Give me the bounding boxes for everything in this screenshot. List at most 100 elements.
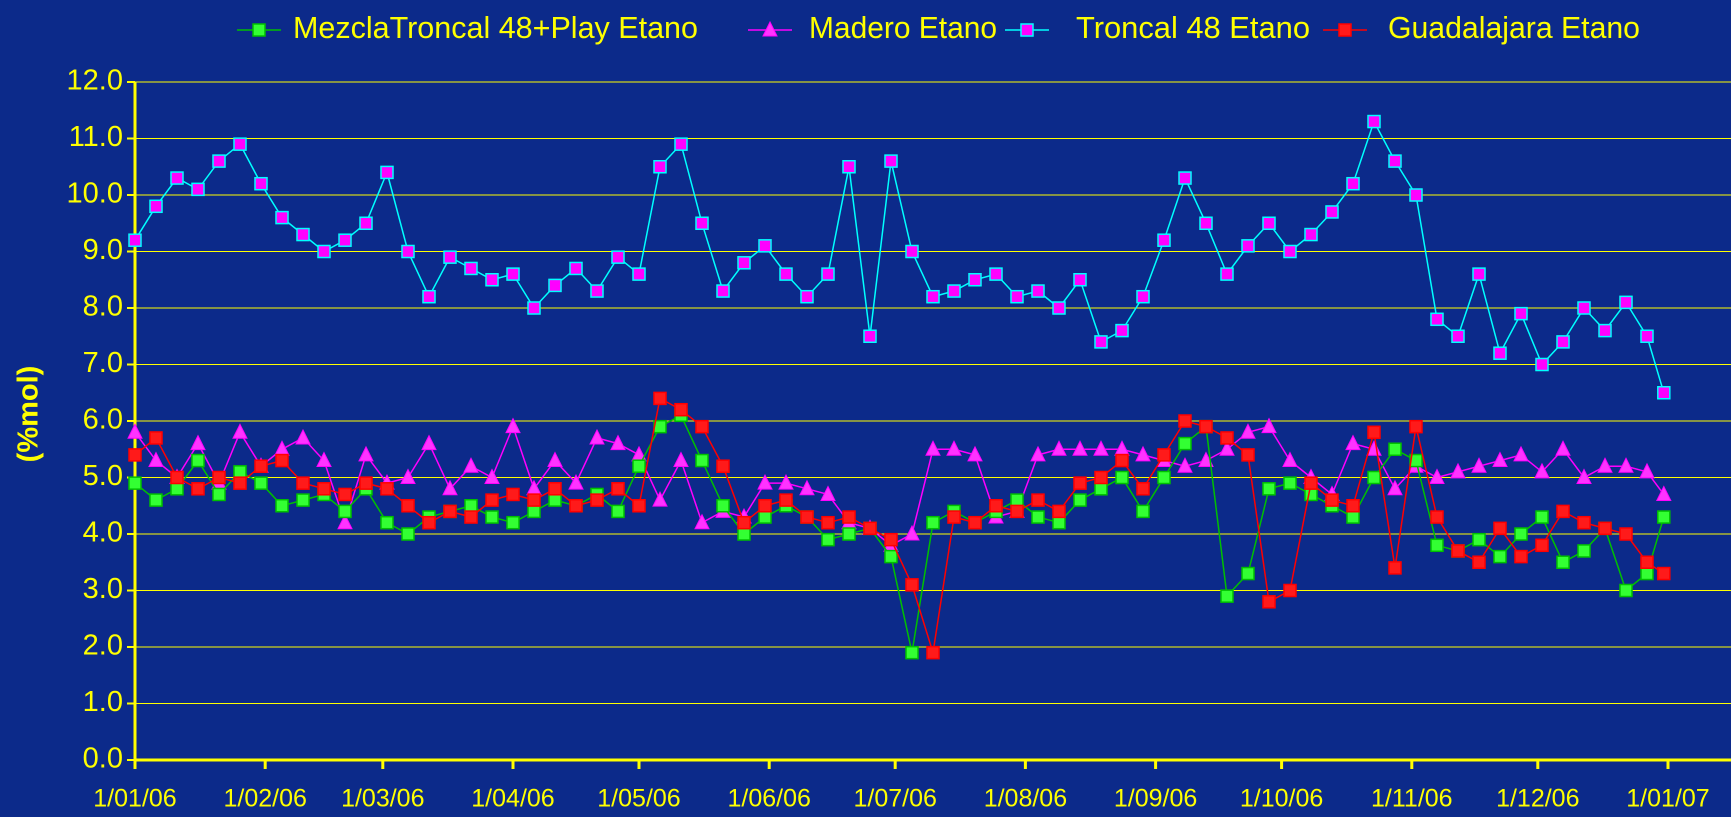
marker <box>947 510 961 524</box>
marker <box>1655 485 1672 501</box>
marker <box>485 510 499 524</box>
legend-label: Guadalajara Etano <box>1388 10 1640 45</box>
marker <box>946 440 962 456</box>
marker <box>569 261 583 276</box>
marker <box>317 482 331 496</box>
marker <box>1115 470 1129 485</box>
marker <box>275 210 289 225</box>
marker <box>673 451 689 468</box>
marker <box>1346 510 1360 524</box>
marker <box>1388 154 1402 168</box>
marker <box>1073 476 1087 490</box>
marker <box>716 284 730 298</box>
marker <box>296 493 310 507</box>
marker <box>1220 431 1234 445</box>
marker <box>925 440 941 456</box>
marker <box>1304 487 1318 502</box>
marker <box>170 482 184 496</box>
marker <box>842 510 856 524</box>
x-tick-label: 1/07/06 <box>853 785 936 813</box>
marker <box>1598 521 1612 536</box>
marker <box>128 233 142 247</box>
marker <box>1619 583 1633 598</box>
marker <box>842 160 856 174</box>
marker <box>1598 323 1612 338</box>
marker <box>1136 504 1150 519</box>
marker <box>1220 589 1234 603</box>
marker <box>233 137 247 151</box>
marker <box>170 470 184 485</box>
marker <box>632 459 646 473</box>
marker <box>904 524 920 541</box>
marker <box>380 482 394 496</box>
marker <box>1178 414 1192 428</box>
marker <box>1199 216 1213 230</box>
marker <box>590 284 604 298</box>
marker <box>316 451 332 468</box>
marker <box>695 453 709 468</box>
marker <box>1640 555 1654 569</box>
marker <box>968 273 982 287</box>
marker <box>1283 476 1297 490</box>
marker <box>1094 470 1108 485</box>
x-tick-label: 1/05/06 <box>597 785 680 813</box>
marker <box>884 549 898 564</box>
marker <box>1177 457 1193 473</box>
marker <box>737 527 751 541</box>
marker <box>1325 205 1339 219</box>
marker <box>1409 419 1423 434</box>
marker <box>1135 445 1151 462</box>
x-tick-label: 1/01/07 <box>1626 785 1709 813</box>
marker <box>233 465 247 479</box>
marker <box>190 434 206 451</box>
marker <box>821 267 835 281</box>
marker <box>1430 312 1444 327</box>
marker <box>1072 440 1088 456</box>
marker <box>1178 171 1192 185</box>
marker <box>779 493 793 507</box>
y-tick-label: 5.0 <box>83 460 123 492</box>
marker <box>442 479 458 496</box>
marker <box>1472 532 1486 547</box>
marker <box>905 578 919 592</box>
marker <box>1240 423 1256 439</box>
legend-label: MezclaTroncal 48+Play Etano <box>293 10 698 45</box>
marker <box>989 267 1003 281</box>
marker <box>148 451 164 468</box>
series <box>128 114 1671 400</box>
legend-marker <box>252 23 266 37</box>
marker <box>464 510 478 524</box>
marker <box>1597 457 1613 473</box>
marker <box>1304 227 1318 242</box>
x-tick-label: 1/04/06 <box>471 785 554 813</box>
y-tick-label: 6.0 <box>83 404 123 436</box>
marker <box>820 485 836 501</box>
marker <box>400 468 416 484</box>
marker <box>1492 451 1508 468</box>
marker <box>1513 445 1529 462</box>
marker <box>401 499 415 513</box>
legend-label: Madero Etano <box>809 10 997 45</box>
marker <box>611 250 625 264</box>
marker <box>1304 476 1318 490</box>
y-axis-label: (%mol) <box>13 366 45 463</box>
x-tick-label: 1/01/06 <box>93 785 176 813</box>
marker <box>1282 451 1298 468</box>
marker <box>989 499 1003 513</box>
marker <box>1657 566 1671 581</box>
marker <box>548 482 562 496</box>
legend-marker <box>762 20 778 37</box>
marker <box>1157 448 1171 462</box>
marker <box>695 216 709 230</box>
x-tick-label: 1/08/06 <box>984 785 1067 813</box>
marker <box>505 417 521 434</box>
marker <box>443 250 457 264</box>
marker <box>232 423 248 439</box>
marker <box>757 474 773 490</box>
marker <box>484 468 500 484</box>
marker <box>1178 436 1192 451</box>
marker <box>694 513 710 530</box>
marker <box>1450 462 1466 479</box>
marker <box>926 645 940 660</box>
